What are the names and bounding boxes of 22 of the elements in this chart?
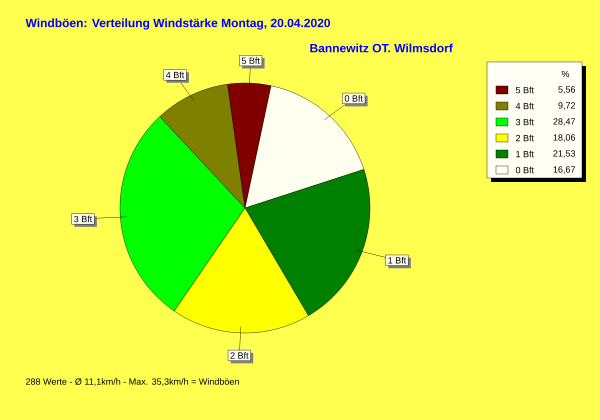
chart-title: Windböen: Verteilung Windstärke Montag, 20.04.2020 (26, 18, 330, 30)
legend-label: 0 Bft (516, 166, 534, 174)
data-label: 16,67 (554, 166, 576, 174)
legend-label: 3 Bft (516, 118, 534, 126)
data-label: 28,47 (553, 118, 576, 126)
legend-title: % (562, 70, 570, 78)
slice-label: 5 Bft (242, 57, 260, 64)
slice-label: 3 Bft (74, 216, 92, 222)
data-label: 9,72 (558, 102, 576, 110)
legend-label: 4 Bft (516, 102, 534, 110)
legend-label: 2 Bft (516, 134, 534, 142)
slice-label: 1 Bft (388, 256, 406, 264)
text: 288 Werte - Ø 11,1km/h - Max. 35,3km/h = Windböen (26, 378, 239, 386)
data-label: 21,53 (553, 150, 576, 158)
slice-label: 4 Bft (166, 72, 184, 78)
legend-label: 5 Bft (516, 86, 534, 94)
data-label: 18,06 (554, 134, 576, 142)
chart-subtitle: Bannewitz OT. Wilmsdorf (310, 44, 453, 52)
slice-label: 0 Bft (344, 95, 363, 102)
data-label: 5,56 (558, 86, 576, 94)
legend-label: 1 Bft (516, 150, 534, 158)
slice-label: 2 Bft (230, 352, 248, 359)
